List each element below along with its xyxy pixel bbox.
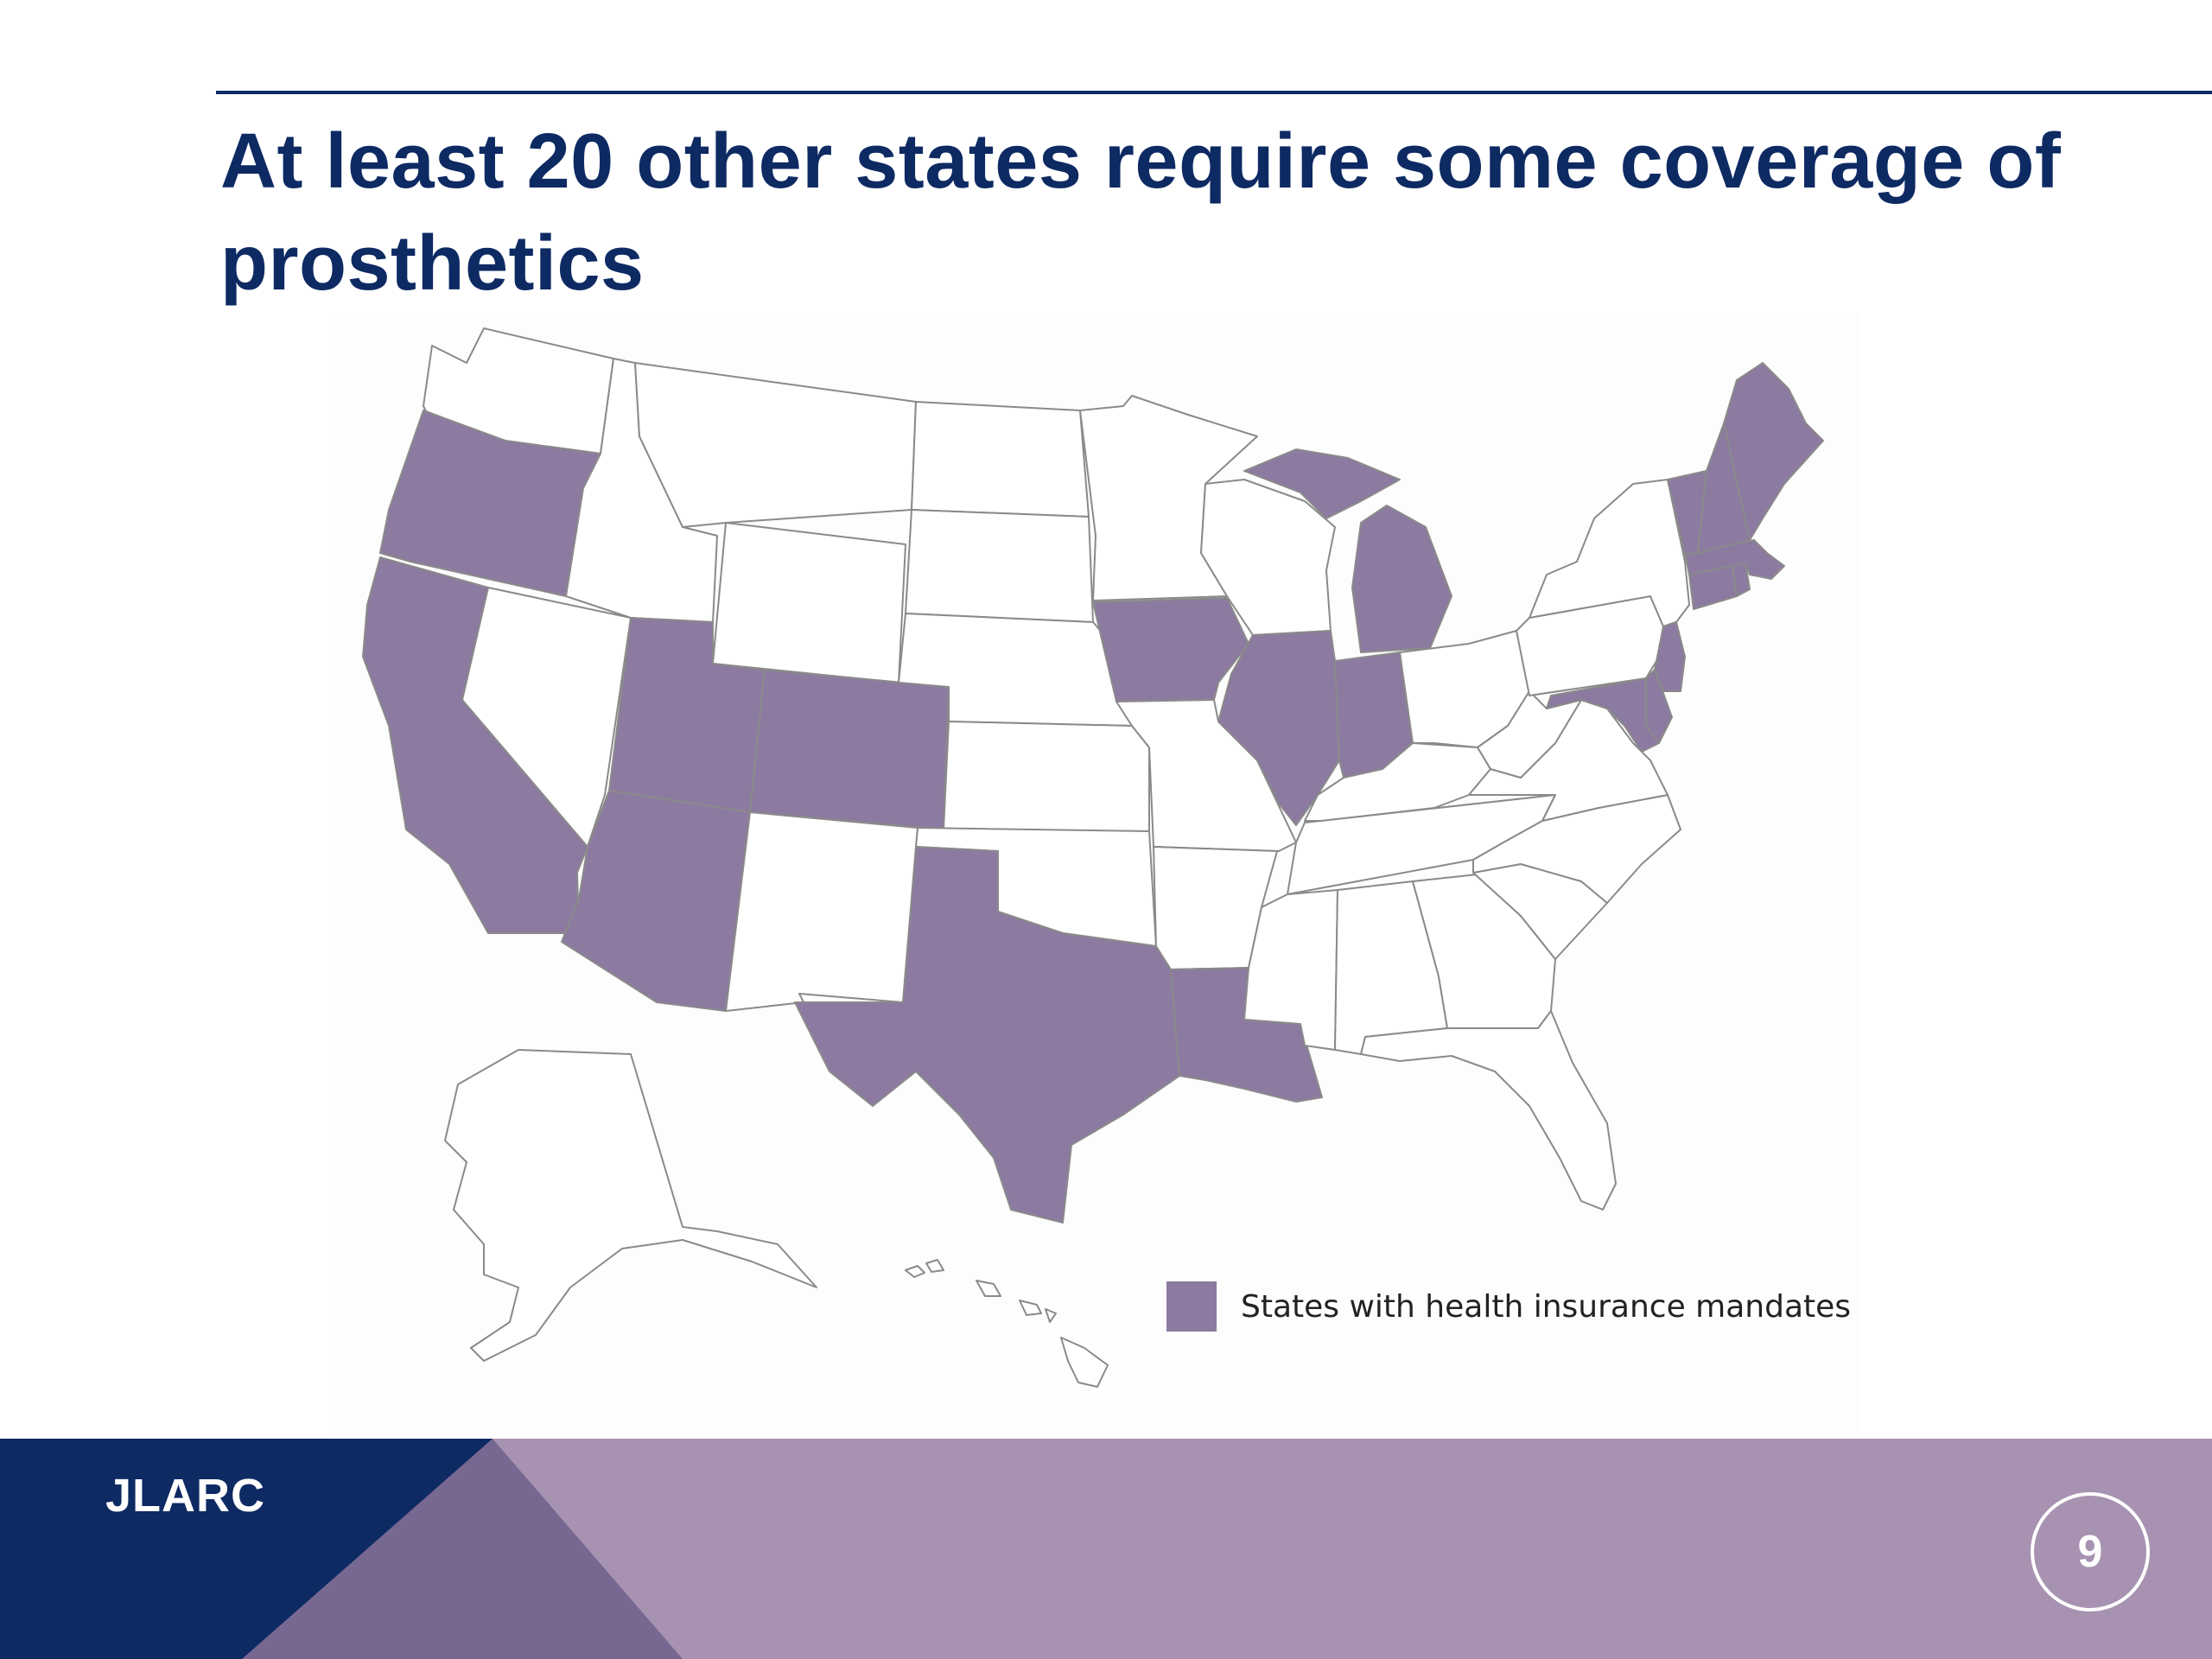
state-me — [1723, 362, 1824, 541]
footer-brand: JLARC — [105, 1470, 266, 1522]
footer-navy-block — [0, 1439, 493, 1659]
state-il — [1217, 630, 1340, 826]
state-nv — [461, 587, 632, 848]
state-md — [1546, 677, 1660, 753]
us-map — [362, 327, 1824, 1388]
state-wi — [1200, 479, 1336, 636]
map-panel — [330, 313, 1859, 1436]
state-nm — [725, 811, 918, 1012]
state-ia — [1092, 597, 1249, 702]
state-wy — [712, 522, 906, 683]
state-mi — [1243, 448, 1452, 653]
footer-band — [0, 1439, 2212, 1659]
slide-title: At least 20 other states require some co… — [220, 118, 2062, 307]
state-tx — [794, 846, 1180, 1224]
state-ks — [943, 721, 1150, 832]
state-mo — [1116, 699, 1297, 852]
legend-label: States with health insurance mandates — [1241, 1288, 1852, 1325]
state-nc — [1472, 794, 1681, 904]
state-ak — [444, 1049, 817, 1362]
legend-swatch — [1166, 1281, 1217, 1332]
state-hi — [905, 1259, 1109, 1388]
state-co — [749, 669, 950, 830]
state-sd — [905, 509, 1094, 623]
state-nd — [911, 401, 1090, 518]
state-mt — [634, 362, 917, 528]
title-rule — [216, 91, 2212, 94]
map-legend: States with health insurance mandates — [1166, 1281, 1851, 1332]
state-fl — [1360, 1010, 1617, 1211]
page-number-badge: 9 — [2031, 1492, 2150, 1611]
